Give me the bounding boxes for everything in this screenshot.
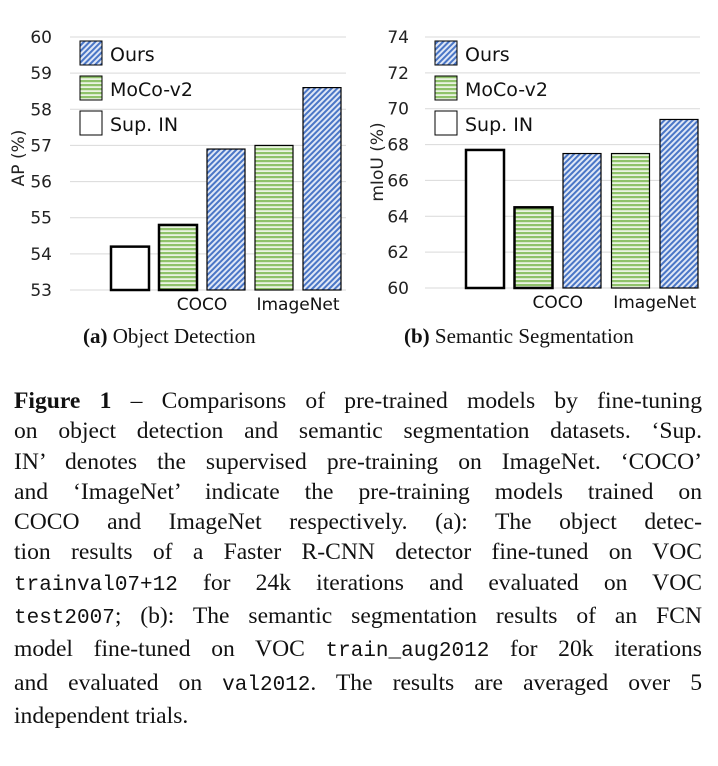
caption-line: tion results of a Faster R-CNN detector … [14,537,702,567]
caption-text: tion results of a Faster R-CNN detector … [14,539,702,566]
caption-line: test2007; (b): The semantic segmentation… [14,601,702,634]
bar-sup-in [109,245,151,292]
caption-text: for 20k iterations [489,636,702,663]
y-tick-label: 58 [30,100,52,120]
caption-code: trainval07+12 [14,573,178,597]
bar-ours-imagenet [302,86,342,291]
y-tick-label: 59 [30,64,52,84]
legend-label: Ours [465,44,510,66]
legend-swatch-ours [79,40,103,66]
y-tick-label: 70 [387,100,409,120]
caption-text: ; (b): The semantic segmentation results… [114,603,702,630]
chart-semantic-segmentation: 60 62 64 66 68 70 72 74 mIoU (%) COCO ImageNet Ours… [359,0,718,325]
caption-text: model fine-tuned on VOC [14,636,326,663]
chart-object-detection: 53 54 55 56 57 58 59 60 AP (%) COCO ImageNet Ours Mo… [0,0,359,325]
caption-code: train_aug2012 [325,640,490,664]
bar-ours-imagenet [659,118,699,289]
caption-text: independent trials. [14,702,189,729]
legend-label: MoCo-v2 [110,79,193,101]
y-tick-label: 64 [387,207,409,227]
caption-line: and ‘ImageNet’ indicate the pre-training… [14,477,702,507]
subcaption-a-label: (a) [83,324,108,348]
caption-line: COCO and ImageNet respectively. (a): The… [14,507,702,537]
figure-caption: Figure 1 – Comparisons of pre-trained mo… [14,386,702,731]
legend-swatch-sup-in [434,110,458,136]
y-tick-label: 55 [30,209,52,229]
caption-text: and ‘ImageNet’ indicate the pre-training… [14,478,702,505]
caption-line: IN’ denotes the supervised pre-training … [14,447,702,477]
legend-swatch-moco-v2 [434,75,458,101]
y-tick-label: 74 [387,28,409,48]
legend-label: Sup. IN [110,114,178,136]
subcaption-b-label: (b) [404,324,430,348]
y-tick-label: 66 [387,171,409,191]
caption-text: for 24k iterations and evaluated on VOC [177,569,702,596]
caption-text: . The results are averaged over 5 [310,669,702,696]
caption-line: model fine-tuned on VOC train_aug2012 fo… [14,634,702,667]
caption-text: COCO and ImageNet respectively. (a): The… [14,509,702,536]
y-axis-label: AP (%) [9,130,29,187]
legend-swatch-moco-v2 [79,75,103,101]
legend-swatch-ours [434,40,458,66]
legend-label: Ours [110,44,155,66]
legend-swatch-sup-in [79,110,103,136]
bar-ours-coco [562,152,602,289]
y-tick-label: 60 [387,279,409,299]
caption-line: on object detection and semantic segment… [14,416,702,446]
subcaption-a: (a) Object Detection [83,324,256,349]
subcaption-b-text: Semantic Segmentation [429,324,634,348]
caption-text: IN’ denotes the supervised pre-training … [14,448,702,475]
bar-sup-in [464,148,506,290]
bar-ours-coco [206,148,246,291]
y-tick-label: 60 [30,28,52,48]
subcaption-b: (b) Semantic Segmentation [404,324,634,349]
bar-moco-v2-imagenet [254,144,294,291]
legend-label: MoCo-v2 [465,79,548,101]
figure-label: Figure 1 [14,388,131,414]
chart-b-svg: 60 62 64 66 68 70 72 74 mIoU (%) COCO ImageNet Ours… [368,28,700,313]
subcaption-a-text: Object Detection [107,324,256,348]
x-category-label: COCO [532,293,583,313]
caption-line: and evaluated on val2012. The results ar… [14,668,702,701]
caption-text: on object detection and semantic segment… [14,418,702,445]
caption-text: – Comparisons of pre-trained models by f… [130,388,702,414]
y-tick-label: 53 [30,281,52,301]
x-category-label: ImageNet [613,293,696,313]
caption-line: trainval07+12 for 24k iterations and eva… [14,568,702,601]
y-tick-label: 68 [387,136,409,156]
bar-moco-v2-imagenet [610,152,651,289]
bar-moco-v2-coco [157,223,199,292]
caption-line: independent trials. [14,701,702,731]
y-tick-label: 72 [387,64,409,84]
caption-text: and evaluated on [14,669,223,696]
chart-a-svg: 53 54 55 56 57 58 59 60 AP (%) COCO ImageNet Ours Mo… [9,28,346,315]
caption-code: val2012 [222,673,311,697]
y-tick-label: 57 [30,136,52,156]
y-axis-label: mIoU (%) [368,122,388,201]
y-tick-label: 62 [387,243,409,263]
caption-code: test2007 [14,607,115,631]
y-tick-label: 56 [30,173,52,193]
legend-label: Sup. IN [465,114,533,136]
y-tick-label: 54 [30,245,52,265]
x-category-label: COCO [177,295,228,315]
caption-line: Figure 1 – Comparisons of pre-trained mo… [14,386,702,416]
x-category-label: ImageNet [256,295,339,315]
bar-moco-v2-coco [513,206,554,290]
